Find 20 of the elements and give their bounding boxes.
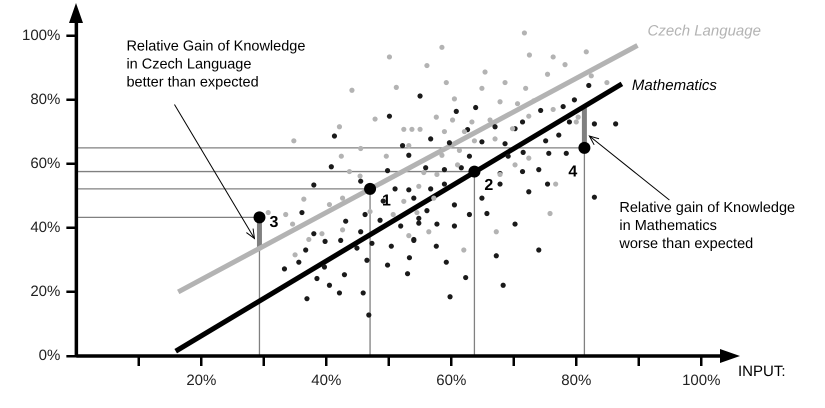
annotation: Relative Gain of Knowledge in Czech Language better than expected xyxy=(126,38,306,90)
y-tick-label: 0% xyxy=(38,347,60,364)
annotation: 4 xyxy=(568,163,578,180)
annotation: 1 xyxy=(382,192,392,210)
series-label: Mathematics xyxy=(632,77,718,94)
annotation: Relative gain of Knowledge in Mathematics worse than expected xyxy=(618,200,796,252)
y-tick-label: 80% xyxy=(30,90,60,108)
x-tick-label: 100% xyxy=(682,372,720,390)
annotation: 2 xyxy=(484,176,494,194)
x-tick-label: 40% xyxy=(311,372,342,390)
y-tick-label: 40% xyxy=(30,219,60,236)
x-tick-label: 80% xyxy=(561,372,592,390)
series-label: Czech Language xyxy=(648,22,761,40)
x-tick-label: 60% xyxy=(436,372,466,390)
y-tick-label: 60% xyxy=(30,155,60,172)
y-tick-label: 100% xyxy=(22,26,60,44)
x-axis-title: INPUT: xyxy=(738,363,786,380)
y-tick-label: 20% xyxy=(30,283,60,300)
x-tick-label: 20% xyxy=(186,372,216,390)
annotation: 3 xyxy=(269,214,278,231)
